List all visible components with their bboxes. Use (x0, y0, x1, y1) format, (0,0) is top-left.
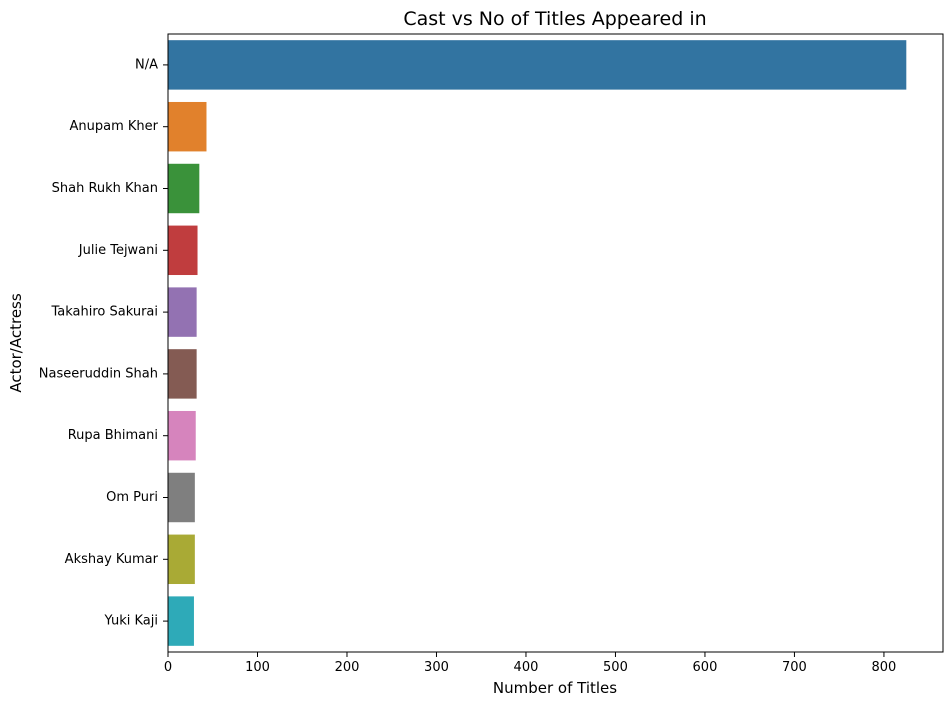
bar-8 (168, 534, 195, 585)
plot-frame (167, 33, 944, 653)
y-tick-label: Om Puri (106, 490, 158, 505)
x-tick-label: 100 (245, 660, 270, 675)
chart-title: Cast vs No of Titles Appeared in (403, 8, 706, 30)
y-tick-label: Takahiro Sakurai (50, 305, 158, 320)
x-tick-label: 600 (693, 660, 718, 675)
y-tick-label: Anupam Kher (70, 119, 159, 134)
y-tick-label: Naseeruddin Shah (39, 366, 158, 381)
bar-3 (168, 225, 198, 276)
x-tick-label: 300 (424, 660, 449, 675)
x-tick-label: 400 (514, 660, 539, 675)
bar-6 (168, 410, 196, 461)
y-tick-label: N/A (135, 57, 158, 72)
y-tick-label: Akshay Kumar (65, 552, 159, 567)
x-tick-label: 800 (872, 660, 897, 675)
y-tick-label: Yuki Kaji (104, 614, 158, 629)
bars-group (168, 40, 907, 646)
bar-5 (168, 349, 197, 399)
y-tick-label: Julie Tejwani (78, 243, 158, 258)
bar-1 (168, 101, 207, 152)
y-tick-label: Rupa Bhimani (68, 428, 158, 443)
x-axis-title: Number of Titles (493, 679, 617, 697)
bar-7 (168, 472, 195, 523)
y-ticks-group: N/A Anupam Kher Shah Rukh Khan Julie Tejwan… (39, 57, 168, 629)
x-tick-label: 0 (164, 660, 172, 675)
x-tick-label: 200 (335, 660, 360, 675)
y-axis-title: Actor/Actress (7, 293, 25, 393)
bar-4 (168, 287, 197, 337)
x-tick-label: 500 (603, 660, 628, 675)
bar-9 (168, 596, 194, 646)
y-tick-label: Shah Rukh Khan (52, 181, 158, 196)
bar-0 (168, 40, 907, 90)
bar-2 (168, 163, 200, 214)
x-ticks-group: 0 100 200 300 400 500 600 700 800 (164, 652, 896, 675)
x-tick-label: 700 (782, 660, 807, 675)
